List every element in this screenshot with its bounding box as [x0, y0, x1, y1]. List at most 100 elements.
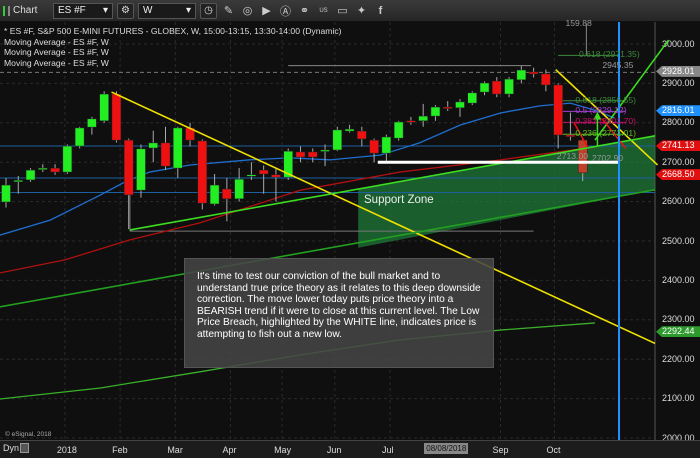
- x-tick-label: Sep: [492, 445, 509, 455]
- annotation-textbox[interactable]: It's time to test our conviction of the …: [184, 258, 494, 368]
- link-icon[interactable]: ⚭: [299, 5, 310, 17]
- x-tick-label: Feb: [112, 445, 128, 455]
- support-zone-label: Support Zone: [364, 194, 434, 206]
- y-tick-label: 2800.00: [662, 117, 695, 128]
- x-tick-label: Jun: [326, 445, 342, 455]
- candle-bullish: [209, 184, 220, 205]
- chart-legend: * ES #F, S&P 500 E-MINI FUTURES - GLOBEX…: [4, 26, 342, 68]
- chart-toolbar: Chart ES #F ▾ ⚙ W ▾ ◷ ✎ ◎ ▶ Ⓐ ⚭ US ▭ ✦ f: [0, 0, 700, 22]
- chart-title-text: Chart: [13, 5, 38, 16]
- us-icon[interactable]: US: [319, 7, 328, 14]
- y-tick-label: 2900.00: [662, 77, 695, 88]
- candle-bullish: [344, 128, 355, 132]
- candle-bullish: [283, 150, 293, 178]
- x-tick-label: Jul: [382, 445, 394, 455]
- candle-bearish: [111, 93, 122, 141]
- candle-bearish: [369, 139, 379, 154]
- price-tag: 2928.01: [656, 65, 700, 77]
- price-tag: 2741.13: [656, 140, 700, 152]
- candle-bearish: [492, 80, 502, 95]
- red-arrow-icon: [573, 122, 589, 148]
- candle-bullish: [136, 148, 146, 191]
- candle-bullish: [479, 82, 490, 93]
- pencil-icon[interactable]: ✎: [223, 5, 234, 17]
- candle-bullish: [467, 92, 478, 104]
- price-tag: 2816.01: [656, 105, 700, 117]
- support-line-lower: [0, 188, 656, 308]
- x-tick-label: Mar: [167, 445, 183, 455]
- candle-bullish: [320, 149, 330, 152]
- chart-title: Chart: [3, 5, 49, 16]
- y-tick-label: 3000.00: [662, 38, 695, 49]
- candle-bearish: [357, 130, 367, 140]
- candle-bullish: [87, 118, 97, 128]
- alert-icon[interactable]: Ⓐ: [280, 5, 291, 18]
- fib-label: 0.618 (2856.55): [575, 94, 636, 105]
- comment-icon[interactable]: ▭: [337, 5, 348, 17]
- dyn-label[interactable]: Dyn: [3, 443, 20, 453]
- candle-bearish: [295, 151, 306, 158]
- chevron-down-icon: ▾: [102, 5, 108, 16]
- play-icon[interactable]: ▶: [262, 5, 271, 17]
- y-tick-label: 2300.00: [662, 314, 695, 325]
- x-tick-label: 2018: [56, 445, 77, 455]
- support-line-upper: [129, 135, 656, 231]
- dyn-toggle-icon[interactable]: [20, 443, 29, 453]
- candle-bullish: [246, 174, 257, 177]
- candle-bearish: [565, 134, 576, 137]
- y-tick-label: 2000.00: [662, 432, 695, 443]
- symbol-select[interactable]: ES #F ▾: [53, 2, 113, 19]
- fib-label: 0.5 (2829.12): [575, 105, 627, 116]
- x-tick-label: May: [274, 445, 292, 455]
- candle-bullish: [234, 178, 244, 200]
- y-tick-label: 2100.00: [662, 393, 695, 404]
- candle-bullish: [504, 78, 514, 95]
- study-label: Moving Average - ES #F, W: [4, 47, 109, 57]
- candle-bullish: [430, 106, 441, 117]
- fib-label: 2713.00: [556, 151, 588, 162]
- x-tick-label: Oct: [546, 445, 561, 455]
- candle-bullish: [332, 129, 343, 151]
- clock-icon[interactable]: ◷: [200, 2, 217, 19]
- price-tag: 2668.50: [656, 169, 700, 181]
- green-arrow-head-icon: [593, 111, 602, 120]
- interval-select[interactable]: W ▾: [138, 2, 196, 19]
- candle-bullish: [38, 167, 48, 170]
- candle-bullish: [25, 169, 36, 181]
- short-downtrend-line: [555, 69, 659, 166]
- candle-bullish: [455, 101, 465, 109]
- candle-bearish: [271, 174, 281, 178]
- symbol-value: ES #F: [58, 5, 86, 16]
- candle-bearish: [258, 169, 269, 175]
- candle-bullish: [62, 145, 73, 173]
- fib-label: 0.618 (2971.35): [579, 49, 640, 60]
- candle-bullish: [148, 142, 158, 149]
- price-tag: 2292.44: [656, 326, 700, 338]
- y-tick-label: 2700.00: [662, 156, 695, 167]
- interval-value: W: [143, 5, 153, 16]
- fib-label: 2702.90: [592, 153, 624, 164]
- facebook-icon[interactable]: f: [378, 4, 383, 17]
- chevron-down-icon: ▾: [185, 5, 191, 16]
- downtrend-line: [111, 91, 656, 345]
- fib-label: 159.88: [565, 17, 592, 28]
- candle-bullish: [381, 136, 392, 154]
- x-tick-label: Apr: [222, 445, 237, 455]
- settings-icon[interactable]: ⚙: [117, 2, 134, 19]
- y-tick-label: 2600.00: [662, 196, 695, 207]
- bullish-projection-line: [594, 39, 670, 141]
- candle-bearish: [577, 139, 588, 174]
- candle-bearish: [528, 71, 539, 75]
- candle-bullish: [516, 69, 527, 81]
- x-axis[interactable]: Dyn 2018 Feb Mar Apr May Jun Jul Sep Oct 08/08/20…: [0, 440, 700, 458]
- study-icon[interactable]: ◎: [242, 5, 253, 17]
- candle-bullish: [418, 115, 428, 122]
- study-label: Moving Average - ES #F, W: [4, 36, 109, 47]
- twitter-icon[interactable]: ✦: [356, 5, 367, 17]
- candle-bearish: [50, 167, 60, 173]
- fib-label: 0.382 (2801.70): [575, 116, 636, 127]
- y-tick-label: 2400.00: [662, 274, 695, 285]
- candle-bearish: [160, 142, 171, 167]
- fib-label: 2945.35: [602, 59, 634, 70]
